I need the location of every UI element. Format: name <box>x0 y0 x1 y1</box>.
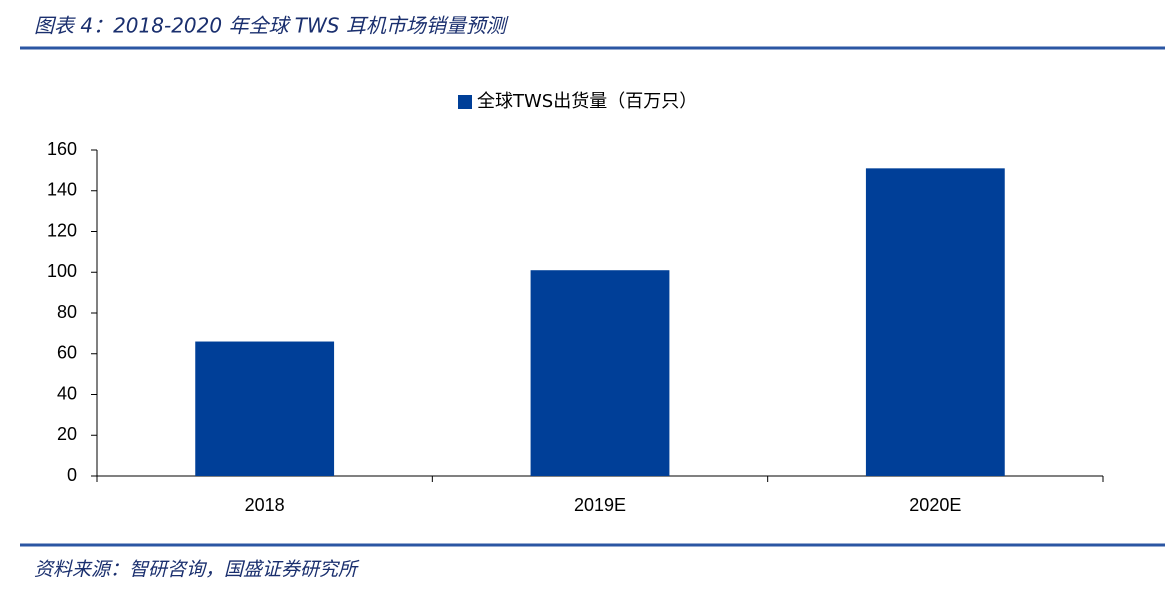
x-tick-label: 2019E <box>574 495 626 515</box>
y-tick-label: 80 <box>57 302 77 322</box>
bar <box>865 168 1005 476</box>
chart-title: 图表 4：2018-2020 年全球 TWS 耳机市场销量预测 <box>34 14 509 38</box>
y-tick-label: 40 <box>57 383 77 403</box>
y-tick-label: 20 <box>57 424 77 444</box>
legend-swatch <box>458 95 472 109</box>
y-tick-label: 100 <box>47 261 77 281</box>
bar <box>530 270 670 476</box>
y-tick-label: 160 <box>47 139 77 159</box>
x-tick-label: 2020E <box>909 495 961 515</box>
legend-label: 全球TWS出货量（百万只） <box>477 91 697 112</box>
y-tick-label: 120 <box>47 220 77 240</box>
y-tick-label: 0 <box>67 465 77 485</box>
source-note: 资料来源：智研咨询，国盛证券研究所 <box>34 559 360 581</box>
x-tick-label: 2018 <box>245 495 285 515</box>
y-tick-label: 140 <box>47 180 77 200</box>
y-tick-label: 60 <box>57 343 77 363</box>
bar <box>195 341 335 476</box>
